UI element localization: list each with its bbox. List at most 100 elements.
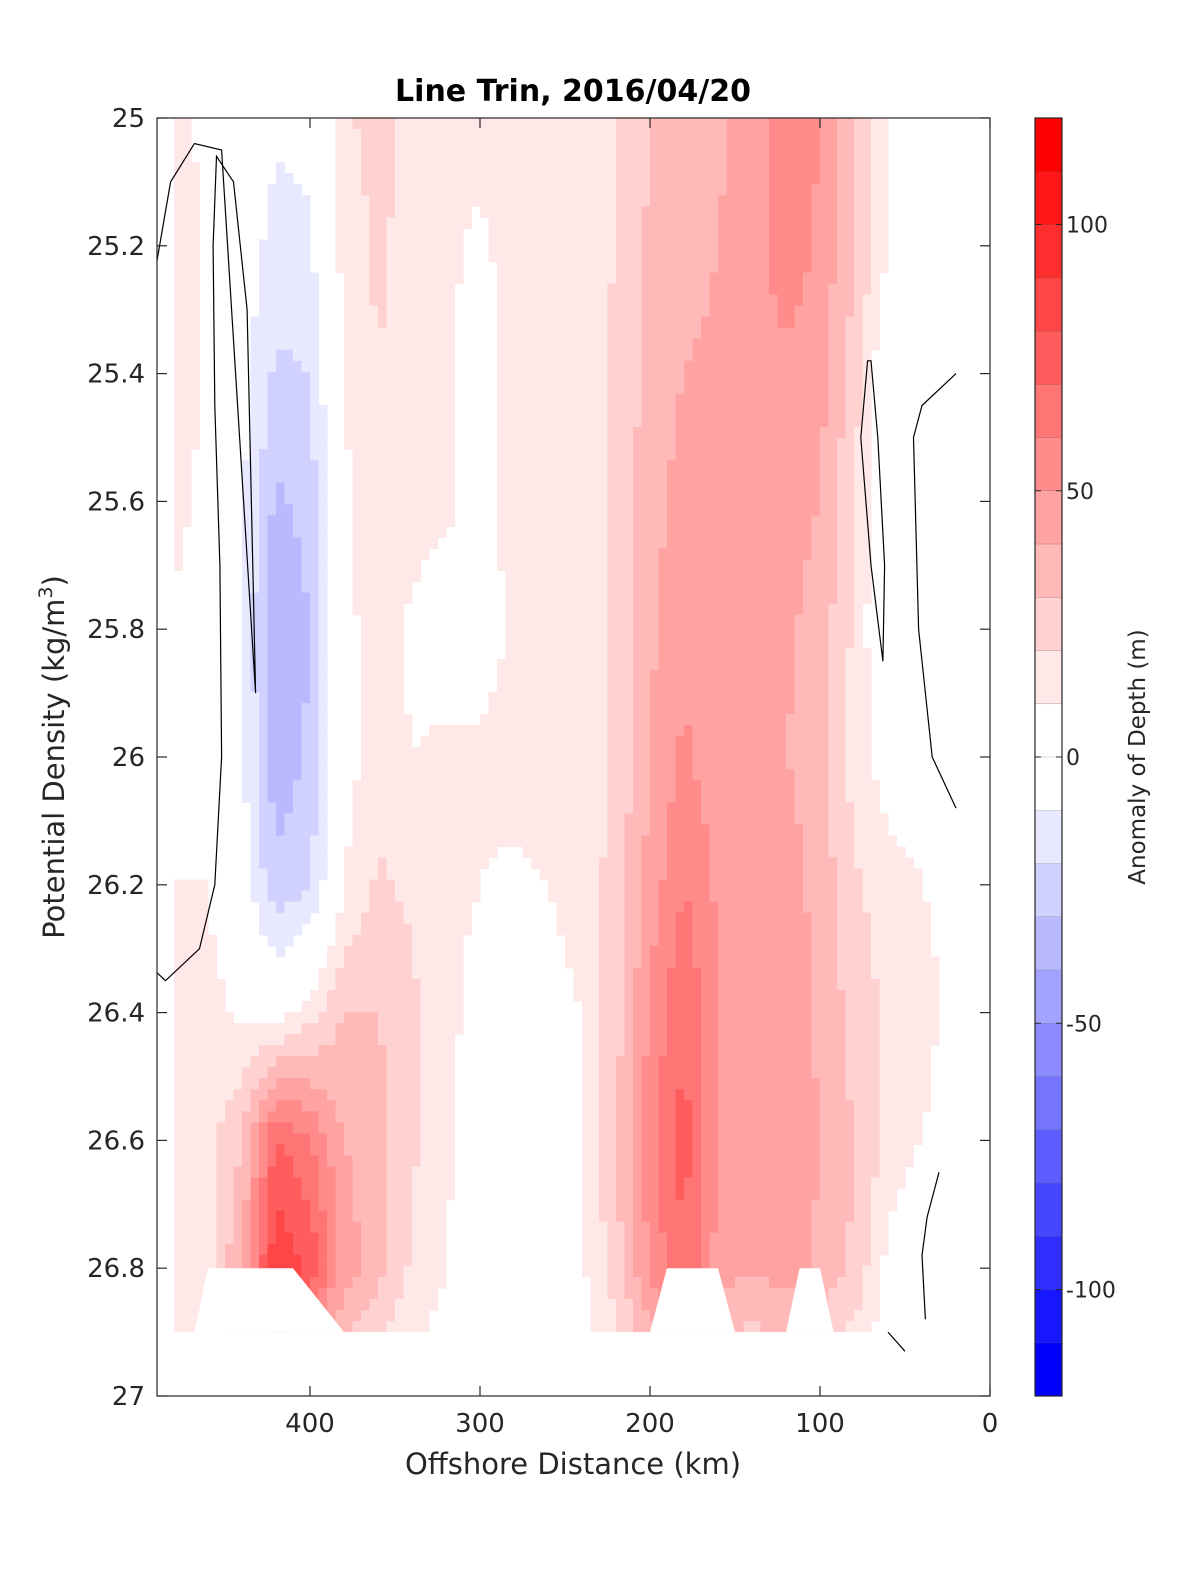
contour-cell [378,404,388,417]
contour-cell [743,526,753,539]
contour-cell [650,327,660,340]
contour-cell [760,360,770,373]
contour-cell [267,680,277,693]
contour-cell [837,879,847,892]
contour-cell [667,173,677,185]
contour-cell [259,515,269,527]
contour-cell [344,217,354,229]
contour-cell [352,283,362,296]
contour-cell [675,647,685,660]
contour-cell [420,239,430,252]
contour-cell [420,129,430,141]
contour-cell [735,647,745,660]
contour-cell [803,173,813,185]
contour-cell [752,691,762,704]
contour-cell [361,129,371,141]
contour-cell [565,868,575,881]
contour-cell [361,482,371,494]
contour-cell [760,791,770,803]
contour-cell [361,393,371,406]
contour-cell [497,327,507,340]
contour-cell [684,570,694,583]
contour-cell [318,581,328,594]
contour-cell [811,393,821,406]
contour-cell [658,294,668,307]
contour-cell [820,239,830,252]
contour-cell [820,482,830,494]
contour-cell [820,680,830,693]
contour-cell [369,515,379,527]
contour-cell [573,824,583,837]
contour-cell [497,206,507,218]
contour-cell [641,283,651,296]
contour-cell [556,647,566,660]
contour-cell [684,857,694,870]
contour-cell [361,239,371,252]
contour-cell [752,416,762,428]
contour-cell [692,471,702,483]
contour-cell [675,173,685,185]
contour-cell [760,261,770,274]
contour-cell [616,515,626,527]
contour-cell [837,636,847,649]
contour-cell [718,416,728,428]
contour-cell [607,813,617,825]
contour-cell [837,680,847,693]
contour-cell [293,857,303,870]
contour-cell [514,802,524,814]
contour-cell [242,725,252,737]
contour-cell [403,824,413,837]
contour-cell [675,824,685,837]
contour-cell [429,758,439,770]
contour-cell [284,404,294,417]
contour-cell [565,901,575,914]
contour-cell [395,890,405,903]
contour-cell [335,261,345,274]
contour-cell [590,813,600,825]
contour-cell [701,868,711,881]
contour-cell [471,780,481,792]
contour-cell [318,813,328,825]
contour-cell [412,151,422,163]
contour-cell [701,118,711,130]
contour-cell [803,758,813,770]
contour-cell [378,471,388,483]
contour-cell [667,669,677,682]
contour-cell [276,515,286,527]
contour-cell [276,669,286,682]
contour-cell [386,934,396,947]
contour-cell [293,305,303,318]
contour-cell [420,162,430,174]
contour-cell [743,879,753,892]
contour-cell [845,471,855,483]
contour-cell [429,316,439,329]
contour-cell [174,338,184,351]
contour-cell [403,493,413,505]
contour-cell [862,570,872,583]
contour-cell [709,493,719,505]
contour-cell [548,570,558,583]
contour-cell [777,228,787,241]
contour-cell [743,449,753,461]
contour-cell [454,835,464,848]
contour-cell [573,416,583,428]
contour-cell [590,537,600,550]
contour-cell [174,206,184,218]
contour-cell [454,857,464,870]
contour-cell [590,835,600,848]
contour-cell [573,758,583,770]
contour-cell [403,736,413,748]
contour-cell [386,691,396,704]
contour-cell [709,647,719,660]
contour-cell [667,857,677,870]
contour-cell [361,680,371,693]
contour-cell [310,669,320,682]
contour-cell [760,184,770,196]
contour-cell [182,515,192,527]
contour-cell [276,758,286,770]
contour-cell [641,747,651,759]
contour-cell [837,614,847,627]
contour-cell [760,879,770,892]
contour-cell [514,504,524,516]
contour-cell [590,758,600,770]
